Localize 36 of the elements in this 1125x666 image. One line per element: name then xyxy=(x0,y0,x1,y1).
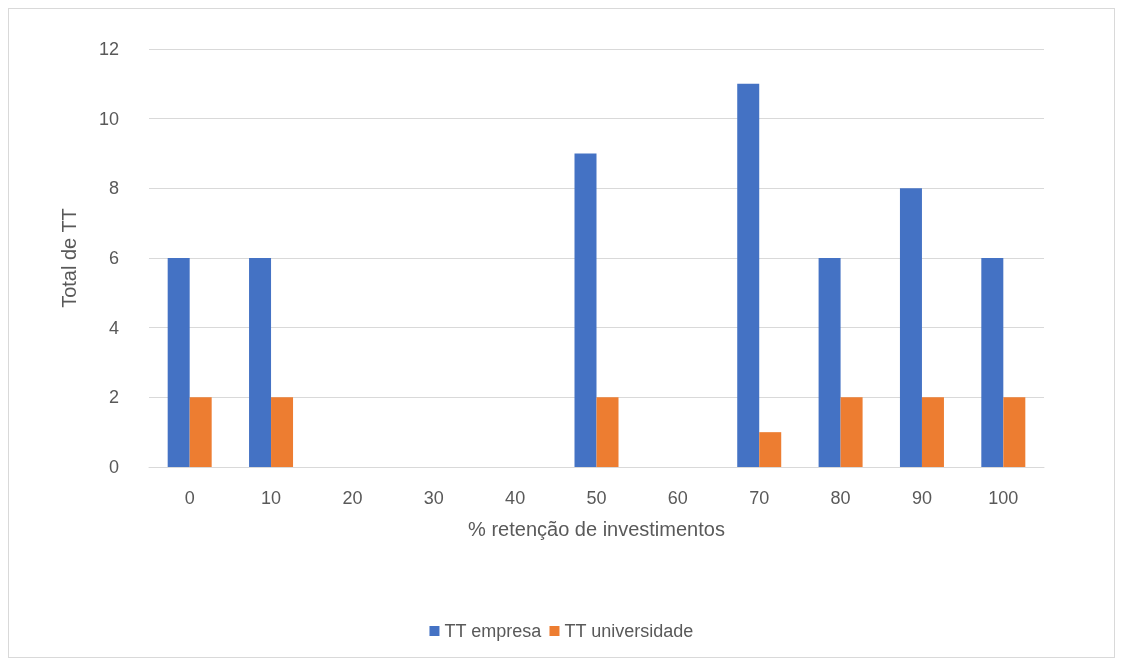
x-tick-label: 50 xyxy=(586,488,607,508)
legend-label: TT empresa xyxy=(444,621,543,641)
bar xyxy=(271,397,294,467)
y-tick-label: 8 xyxy=(108,178,119,199)
x-tick-label: 80 xyxy=(830,488,851,508)
y-axis-title: Total de TT xyxy=(58,208,80,308)
bar xyxy=(249,258,272,467)
y-tick-label: 2 xyxy=(108,387,119,408)
bar xyxy=(818,258,841,467)
x-tick-label: 30 xyxy=(423,488,444,508)
bar xyxy=(1003,397,1026,467)
y-tick-label: 4 xyxy=(108,317,119,338)
y-tick-label: 6 xyxy=(108,248,119,268)
x-tick-label: 0 xyxy=(184,488,195,508)
x-tick-label: 90 xyxy=(911,488,932,508)
y-tick-label: 12 xyxy=(98,39,119,59)
y-tick-label: 0 xyxy=(108,457,119,477)
y-tick-label: 10 xyxy=(98,108,119,129)
x-tick-label: 20 xyxy=(342,488,363,508)
x-tick-label: 10 xyxy=(261,488,282,508)
bar xyxy=(167,258,190,467)
bar xyxy=(921,397,944,467)
bar xyxy=(574,153,597,467)
x-tick-label: 70 xyxy=(749,488,770,508)
legend-label: TT universidade xyxy=(564,621,694,641)
bar xyxy=(840,397,863,467)
x-tick-label: 40 xyxy=(505,488,526,508)
bar xyxy=(981,258,1004,467)
bar xyxy=(737,83,760,467)
bar xyxy=(759,432,782,467)
bar xyxy=(596,397,619,467)
x-tick-label: 60 xyxy=(667,488,688,508)
bar xyxy=(899,188,922,467)
x-axis-title: % retenção de investimentos xyxy=(468,518,725,540)
bar xyxy=(189,397,212,467)
x-tick-label: 100 xyxy=(988,488,1019,508)
